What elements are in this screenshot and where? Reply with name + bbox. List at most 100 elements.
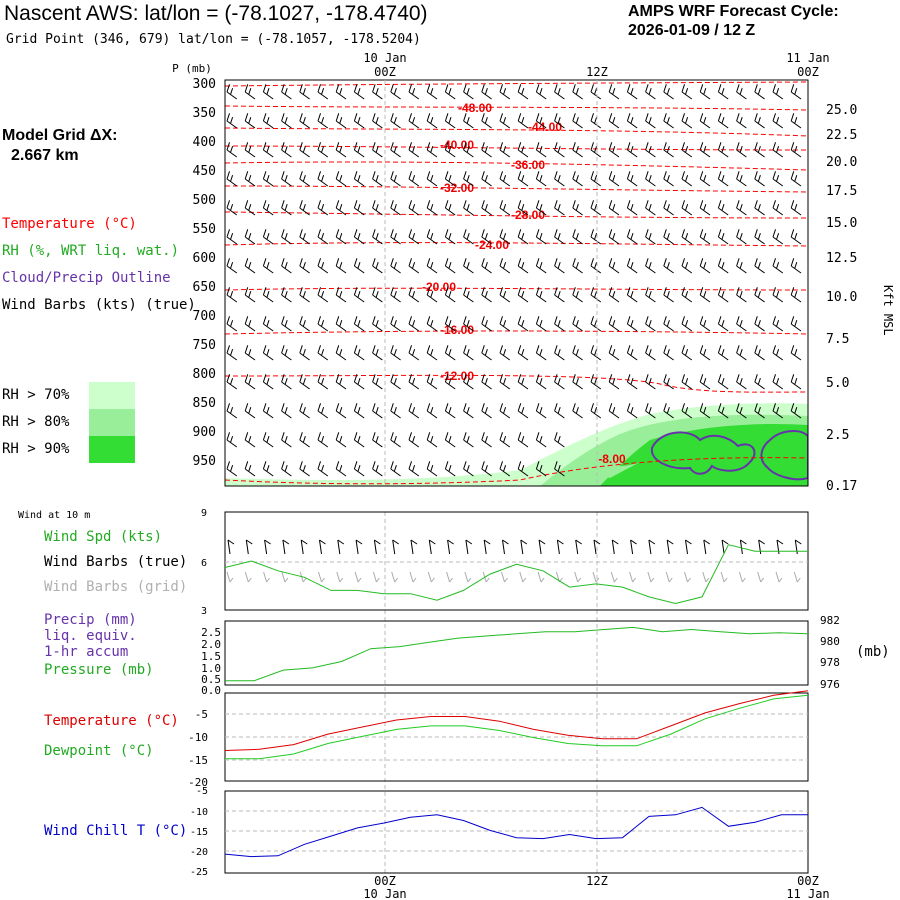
contour-line (225, 374, 808, 393)
profile-barb (426, 287, 438, 303)
surface-barb-true (685, 539, 692, 555)
profile-barb (244, 171, 256, 187)
pressure-y-tick: 978 (820, 656, 840, 669)
profile-barb (372, 461, 383, 477)
profile-barb (736, 113, 747, 129)
profile-barb (608, 345, 620, 361)
profile-barb (281, 432, 292, 448)
profile-barb (463, 461, 474, 477)
profile-barb (353, 84, 365, 100)
profile-barb (535, 84, 547, 100)
pressure-tick: 700 (193, 309, 216, 324)
profile-barb (590, 171, 602, 187)
profile-barb (554, 142, 565, 158)
profile-barb (426, 200, 438, 216)
profile-barb (353, 258, 365, 274)
surface-barb-true (337, 539, 345, 555)
profile-barb (717, 113, 729, 129)
profile-barb (335, 142, 347, 158)
profile-barb (590, 84, 602, 100)
profile-barb (262, 403, 274, 419)
profile-barb (317, 142, 329, 158)
profile-barb (608, 287, 620, 303)
profile-barb (299, 316, 310, 332)
profile-barb (408, 403, 420, 419)
profile-barb (481, 403, 492, 419)
profile-barb (444, 258, 456, 274)
profile-barb (608, 84, 620, 100)
profile-barb (590, 403, 602, 419)
profile-barb (299, 229, 310, 245)
profile-barb (554, 200, 565, 216)
profile-barb (645, 258, 656, 274)
profile-barb (645, 113, 656, 129)
profile-barb (699, 113, 711, 129)
profile-barb (717, 316, 729, 332)
profile-barb (717, 200, 729, 216)
profile-barb (299, 113, 310, 129)
profile-barb (554, 403, 565, 419)
surface-barb-grid (391, 571, 399, 583)
profile-barb (572, 258, 583, 274)
profile-barb (499, 461, 511, 477)
surface-barb-grid (427, 571, 435, 583)
surface-barb-grid (537, 571, 545, 583)
contour-label: -28.00 (511, 208, 545, 222)
bottom-date-label: 11 Jan (786, 887, 829, 900)
profile-barb (535, 374, 547, 390)
profile-barb (262, 345, 274, 361)
profile-barb (790, 113, 802, 129)
profile-barb (535, 345, 547, 361)
profile-barb (426, 461, 438, 477)
profile-barb (717, 374, 729, 390)
profile-barb (535, 171, 547, 187)
windchill-y-tick: -15 (190, 827, 208, 838)
profile-barb (590, 258, 602, 274)
precip-y-tick: 0.0 (201, 684, 221, 697)
profile-barb (426, 432, 438, 448)
profile-barb (390, 432, 401, 448)
profile-barb (353, 403, 365, 419)
profile-barb (754, 200, 765, 216)
surface-barb-grid (574, 571, 582, 583)
profile-barb (499, 200, 511, 216)
profile-barb (554, 316, 565, 332)
temperature-series (224, 690, 809, 751)
profile-barb (353, 142, 365, 158)
profile-barb (645, 403, 656, 419)
profile-barb (463, 287, 474, 303)
profile-barb (736, 403, 747, 419)
profile-barb (772, 113, 784, 129)
profile-barb (372, 113, 383, 129)
profile-barb (481, 316, 492, 332)
surface-barb-true (703, 539, 711, 555)
profile-barb (481, 142, 492, 158)
profile-barb (317, 403, 329, 419)
wind-barbs-grid-label: Wind Barbs (grid) (44, 579, 188, 595)
profile-barb (590, 316, 602, 332)
profile-barb (590, 113, 602, 129)
legend-rh90-label: RH > 90% (2, 441, 70, 457)
profile-barb (663, 229, 674, 245)
profile-barb (390, 345, 401, 361)
profile-barb (390, 171, 401, 187)
surface-barb-true (739, 539, 747, 555)
profile-barb (262, 316, 274, 332)
profile-barb (626, 229, 638, 245)
contour-label: -8.00 (598, 452, 626, 466)
profile-barb (226, 403, 238, 419)
pressure-unit-label: (mb) (856, 644, 890, 660)
profile-barb (790, 84, 802, 100)
profile-barb (517, 200, 529, 216)
profile-barb (535, 200, 547, 216)
profile-barb (281, 113, 292, 129)
height-tick: 5.0 (826, 376, 849, 391)
contour-line (225, 211, 808, 219)
legend-rh70-label: RH > 70% (2, 387, 70, 403)
profile-barb (554, 258, 565, 274)
profile-barb (608, 229, 620, 245)
surface-barb-true (392, 539, 399, 555)
profile-barb (299, 258, 310, 274)
profile-barb (226, 316, 238, 332)
windchill-y-tick: -25 (190, 867, 208, 878)
